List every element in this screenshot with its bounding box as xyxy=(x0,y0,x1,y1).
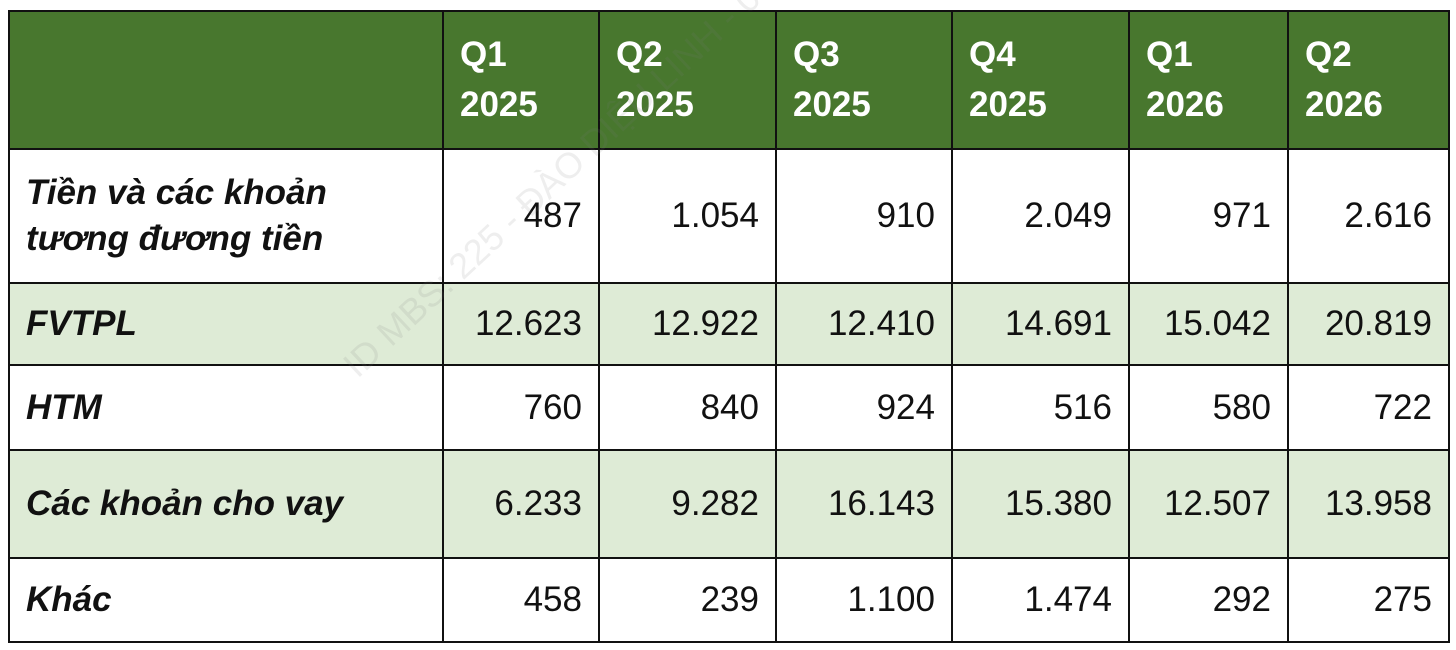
table-cell: 12.922 xyxy=(598,282,777,367)
header-cell: Q2 2025 xyxy=(598,10,777,150)
table-cell: 760 xyxy=(442,364,600,451)
table-cell: 722 xyxy=(1287,364,1450,451)
table-cell: 13.958 xyxy=(1287,448,1450,559)
table-cell: 458 xyxy=(442,556,600,644)
table-cell: 2.616 xyxy=(1287,147,1450,285)
header-cell: Q4 2025 xyxy=(951,10,1130,150)
data-table-container: Q1 2025 Q2 2025 Q3 2025 Q4 2025 Q1 2026 Q2 202… xyxy=(8,10,1450,644)
header-row: Q1 2025 Q2 2025 Q3 2025 Q4 2025 Q1 2026 Q2 202… xyxy=(8,10,1450,150)
table-cell: 9.282 xyxy=(598,448,777,559)
table-cell: 910 xyxy=(775,147,953,285)
table-cell: 580 xyxy=(1128,364,1289,451)
table-cell: 1.054 xyxy=(598,147,777,285)
table-cell: 292 xyxy=(1128,556,1289,644)
table-row: Các khoản cho vay 6.233 9.282 16.143 15.… xyxy=(8,448,1450,559)
row-label: FVTPL xyxy=(8,282,444,367)
table-cell: 14.691 xyxy=(951,282,1130,367)
row-label: Khác xyxy=(8,556,444,644)
table-cell: 971 xyxy=(1128,147,1289,285)
table-row: HTM 760 840 924 516 580 722 xyxy=(8,364,1450,451)
table-cell: 1.474 xyxy=(951,556,1130,644)
table-cell: 2.049 xyxy=(951,147,1130,285)
row-label: Các khoản cho vay xyxy=(8,448,444,559)
table-cell: 6.233 xyxy=(442,448,600,559)
table-cell: 12.507 xyxy=(1128,448,1289,559)
table-cell: 12.623 xyxy=(442,282,600,367)
table-row: FVTPL 12.623 12.922 12.410 14.691 15.042… xyxy=(8,282,1450,367)
table-cell: 15.380 xyxy=(951,448,1130,559)
table-cell: 16.143 xyxy=(775,448,953,559)
table-cell: 12.410 xyxy=(775,282,953,367)
table-cell: 487 xyxy=(442,147,600,285)
row-label: Tiền và các khoản tương đương tiền xyxy=(8,147,444,285)
header-cell: Q1 2026 xyxy=(1128,10,1289,150)
table-cell: 516 xyxy=(951,364,1130,451)
table-row: Tiền và các khoản tương đương tiền 487 1… xyxy=(8,147,1450,285)
table-cell: 1.100 xyxy=(775,556,953,644)
header-cell: Q1 2025 xyxy=(442,10,600,150)
header-cell: Q2 2026 xyxy=(1287,10,1450,150)
header-cell: Q3 2025 xyxy=(775,10,953,150)
table-cell: 20.819 xyxy=(1287,282,1450,367)
table-cell: 15.042 xyxy=(1128,282,1289,367)
table-cell: 239 xyxy=(598,556,777,644)
table-cell: 275 xyxy=(1287,556,1450,644)
table-row: Khác 458 239 1.100 1.474 292 275 xyxy=(8,556,1450,644)
header-cell-empty xyxy=(8,10,444,150)
data-table: Q1 2025 Q2 2025 Q3 2025 Q4 2025 Q1 2026 Q2 202… xyxy=(8,10,1450,644)
table-cell: 924 xyxy=(775,364,953,451)
table-cell: 840 xyxy=(598,364,777,451)
row-label: HTM xyxy=(8,364,444,451)
